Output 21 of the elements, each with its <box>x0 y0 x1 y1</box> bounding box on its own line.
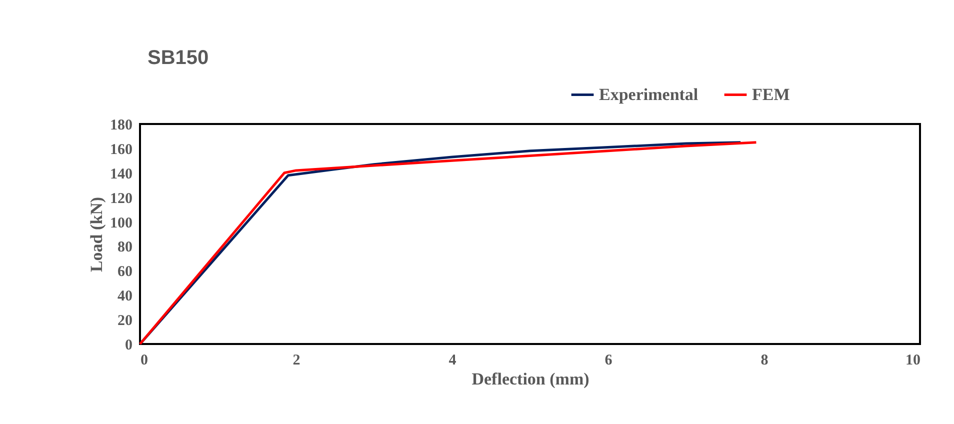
y-tick-label: 60 <box>118 264 132 280</box>
y-tick-label: 20 <box>118 313 132 330</box>
y-tick-label: 100 <box>110 215 132 232</box>
chart-title: SB150 <box>148 47 209 69</box>
x-axis-title: Deflection (mm) <box>472 370 590 388</box>
y-tick-label: 40 <box>118 288 132 305</box>
x-tick-label: 4 <box>448 352 457 368</box>
x-tick-label: 0 <box>140 352 148 368</box>
x-tick-label: 2 <box>292 352 300 368</box>
y-axis-title: Load (kN) <box>87 196 106 272</box>
y-tick-label: 160 <box>110 142 132 158</box>
legend-label: Experimental <box>599 84 698 104</box>
x-tick-label: 8 <box>760 352 768 368</box>
legend-label: FEM <box>752 84 790 104</box>
y-tick-label: 180 <box>110 118 132 134</box>
x-tick-label: 6 <box>604 352 613 368</box>
y-tick-label: 0 <box>125 338 132 354</box>
y-tick-label: 140 <box>110 166 132 182</box>
y-tick-label: 80 <box>118 240 132 256</box>
x-tick-label: 10 <box>906 352 920 368</box>
y-tick-label: 120 <box>110 190 132 207</box>
